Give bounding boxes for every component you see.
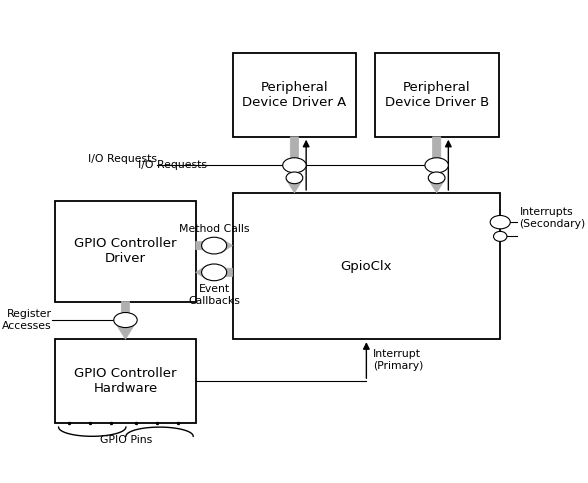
Ellipse shape: [283, 158, 306, 173]
FancyArrow shape: [286, 137, 303, 193]
Bar: [375, 53, 499, 137]
FancyArrow shape: [196, 265, 232, 280]
Text: Event
Callbacks: Event Callbacks: [188, 284, 240, 306]
Bar: [55, 339, 196, 423]
Bar: [232, 193, 500, 339]
Text: GPIO Pins: GPIO Pins: [100, 435, 152, 445]
Text: I/O Requests: I/O Requests: [88, 154, 157, 164]
Text: Method Calls: Method Calls: [179, 224, 249, 234]
Text: GpioClx: GpioClx: [340, 259, 392, 272]
Ellipse shape: [425, 158, 448, 173]
Ellipse shape: [202, 264, 227, 281]
Bar: [232, 53, 356, 137]
Text: Interrupt
(Primary): Interrupt (Primary): [373, 349, 423, 371]
Ellipse shape: [202, 237, 227, 254]
Text: I/O Requests: I/O Requests: [138, 160, 208, 170]
Ellipse shape: [428, 172, 445, 184]
Text: GPIO Controller
Hardware: GPIO Controller Hardware: [74, 367, 177, 395]
Ellipse shape: [113, 313, 137, 327]
Text: Register
Accesses: Register Accesses: [2, 309, 52, 331]
Text: Interrupts
(Secondary): Interrupts (Secondary): [519, 207, 586, 229]
Bar: [55, 201, 196, 302]
FancyArrow shape: [117, 302, 134, 339]
Text: Peripheral
Device Driver B: Peripheral Device Driver B: [385, 81, 489, 109]
Text: Peripheral
Device Driver A: Peripheral Device Driver A: [242, 81, 346, 109]
Ellipse shape: [490, 215, 510, 229]
Ellipse shape: [286, 172, 303, 184]
Text: GPIO Controller
Driver: GPIO Controller Driver: [74, 238, 177, 266]
FancyArrow shape: [196, 238, 232, 253]
Ellipse shape: [493, 231, 507, 242]
FancyArrow shape: [428, 137, 445, 193]
